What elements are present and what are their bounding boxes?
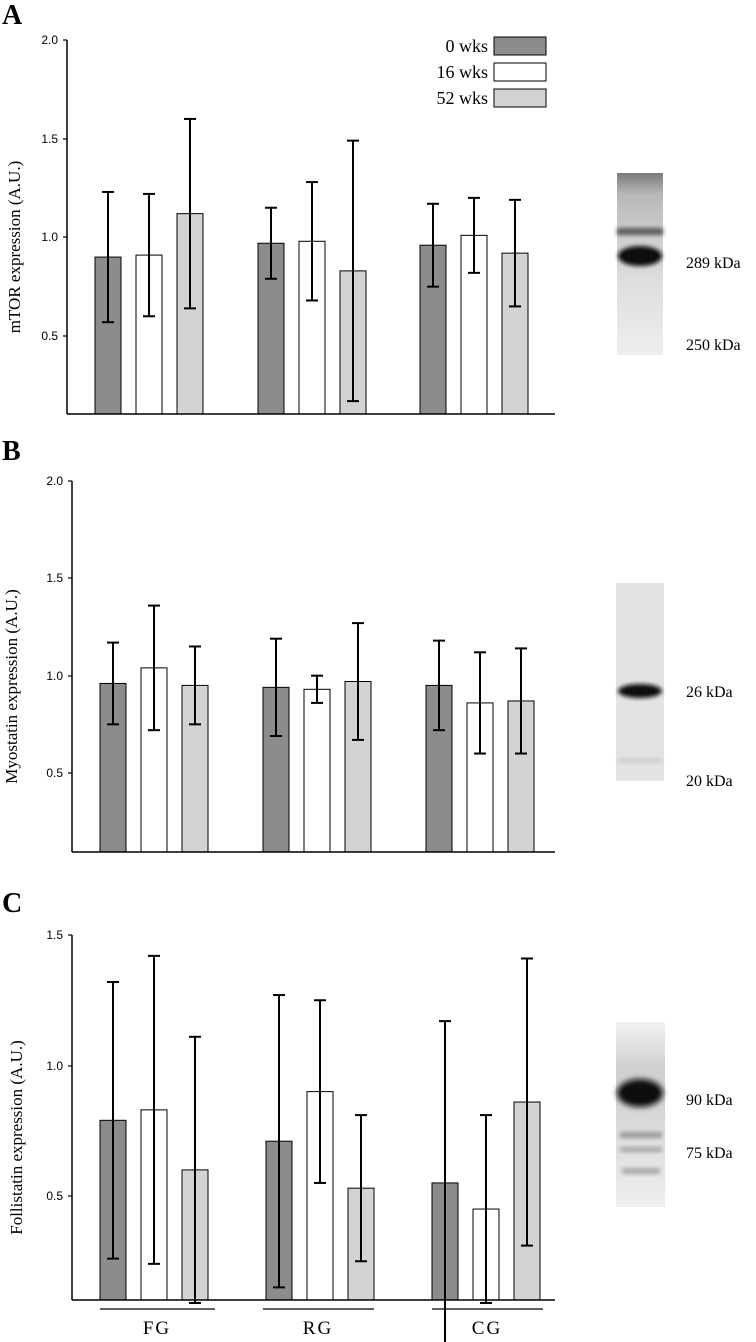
blot-lane	[616, 583, 664, 781]
legend-swatch-0wks	[493, 36, 547, 56]
blot-main-band	[618, 246, 662, 266]
y-tick-label: 1.0	[41, 230, 58, 244]
blot-label-upper: 90 kDa	[686, 1092, 733, 1109]
legend: 0 wks 16 wks 52 wks	[436, 36, 547, 108]
western-blot-mtor: 289 kDa 250 kDa	[617, 173, 741, 355]
myostatin-bar-chart: 0.5 1.0 1.5 2.0 Myostatin expression (A.U.)	[2, 474, 555, 853]
blot-main-band	[618, 684, 662, 698]
blot-faint-band	[622, 1168, 660, 1174]
legend-label-0wks: 0 wks	[445, 36, 488, 56]
blot-label-lower: 20 kDa	[686, 773, 733, 790]
mtor-bar-chart: 0.5 1.0 1.5 2.0 mTOR expression (A.U.)	[5, 33, 555, 415]
blot-main-band	[617, 1079, 663, 1107]
y-tick-label: 1.5	[46, 928, 63, 942]
bar-rg-series1	[303, 688, 331, 853]
blot-faint-band	[617, 228, 663, 235]
y-axis-label: Follistatin expression (A.U.)	[7, 1040, 26, 1235]
group-label-rg: RG	[303, 1318, 333, 1339]
y-tick-label: 2.0	[41, 33, 58, 47]
y-tick-label: 0.5	[46, 766, 63, 780]
group-label-cg: CG	[472, 1318, 502, 1339]
legend-swatch-52wks	[493, 88, 547, 108]
blot-label-lower: 250 kDa	[686, 337, 741, 354]
y-tick-label: 1.5	[46, 571, 63, 585]
blot-label-upper: 289 kDa	[686, 255, 741, 272]
y-tick-label: 1.0	[46, 1059, 63, 1073]
panel-letter-a: A	[2, 0, 23, 31]
y-tick-label: 0.5	[46, 1189, 63, 1203]
legend-swatch-16wks	[493, 62, 547, 82]
legend-label-16wks: 16 wks	[436, 62, 488, 82]
blot-faint-band	[618, 758, 662, 763]
y-tick-label: 2.0	[46, 474, 63, 488]
panel-letter-b: B	[2, 436, 21, 467]
blot-faint-band	[620, 1132, 662, 1138]
y-axis-label: mTOR expression (A.U.)	[5, 161, 24, 334]
western-blot-myostatin: 26 kDa 20 kDa	[616, 583, 733, 790]
group-label-fg: FG	[143, 1318, 171, 1339]
follistatin-bar-chart: 0.5 1.0 1.5 Follistatin expression (A.U.)	[7, 928, 555, 1342]
y-axis-label: Myostatin expression (A.U.)	[2, 589, 21, 784]
legend-label-52wks: 52 wks	[436, 88, 488, 108]
y-tick-label: 1.0	[46, 669, 63, 683]
y-tick-label: 1.5	[41, 132, 58, 146]
blot-lane	[616, 1022, 665, 1207]
y-tick-label: 0.5	[41, 329, 58, 343]
blot-label-lower: 75 kDa	[686, 1145, 733, 1162]
blot-faint-band	[620, 1147, 662, 1152]
western-blot-follistatin: 90 kDa 75 kDa	[616, 1022, 733, 1207]
group-axis: FG RG CG	[100, 1308, 543, 1339]
panel-letter-c: C	[2, 888, 22, 919]
blot-label-upper: 26 kDa	[686, 684, 733, 701]
